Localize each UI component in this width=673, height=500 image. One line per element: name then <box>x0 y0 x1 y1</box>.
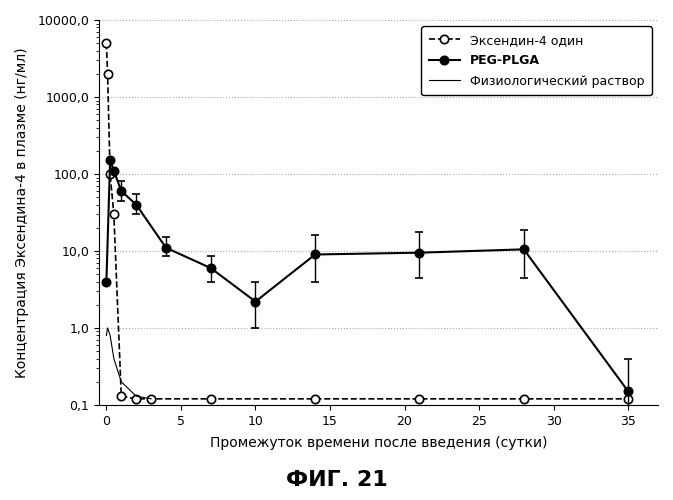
Эксендин-4 один <box>415 396 423 402</box>
Text: ФИГ. 21: ФИГ. 21 <box>285 470 388 490</box>
Line: Физиологический раствор: Физиологический раствор <box>106 328 151 399</box>
Эксендин-4 один <box>106 171 114 177</box>
Эксендин-4 один <box>104 71 112 77</box>
Legend: Эксендин-4 один, PEG-PLGA, Физиологический раствор: Эксендин-4 один, PEG-PLGA, Физиологическ… <box>421 26 651 95</box>
Эксендин-4 один <box>624 396 632 402</box>
Эксендин-4 один <box>147 396 155 402</box>
Line: Эксендин-4 один: Эксендин-4 один <box>102 39 633 403</box>
Эксендин-4 один <box>311 396 319 402</box>
Эксендин-4 один <box>102 40 110 46</box>
X-axis label: Промежуток времени после введения (сутки): Промежуток времени после введения (сутки… <box>210 436 547 450</box>
Физиологический раствор <box>110 356 118 362</box>
Физиологический раствор <box>132 393 140 399</box>
Физиологический раствор <box>102 332 110 338</box>
Физиологический раствор <box>104 325 112 331</box>
Физиологический раствор <box>117 379 125 385</box>
Физиологический раствор <box>106 332 114 338</box>
Эксендин-4 один <box>117 393 125 399</box>
Физиологический раствор <box>147 396 155 402</box>
Y-axis label: Концентрация Эксендина-4 в плазме (нг/мл): Концентрация Эксендина-4 в плазме (нг/мл… <box>15 47 29 378</box>
Эксендин-4 один <box>110 211 118 217</box>
Эксендин-4 один <box>520 396 528 402</box>
Эксендин-4 один <box>207 396 215 402</box>
Эксендин-4 один <box>132 396 140 402</box>
